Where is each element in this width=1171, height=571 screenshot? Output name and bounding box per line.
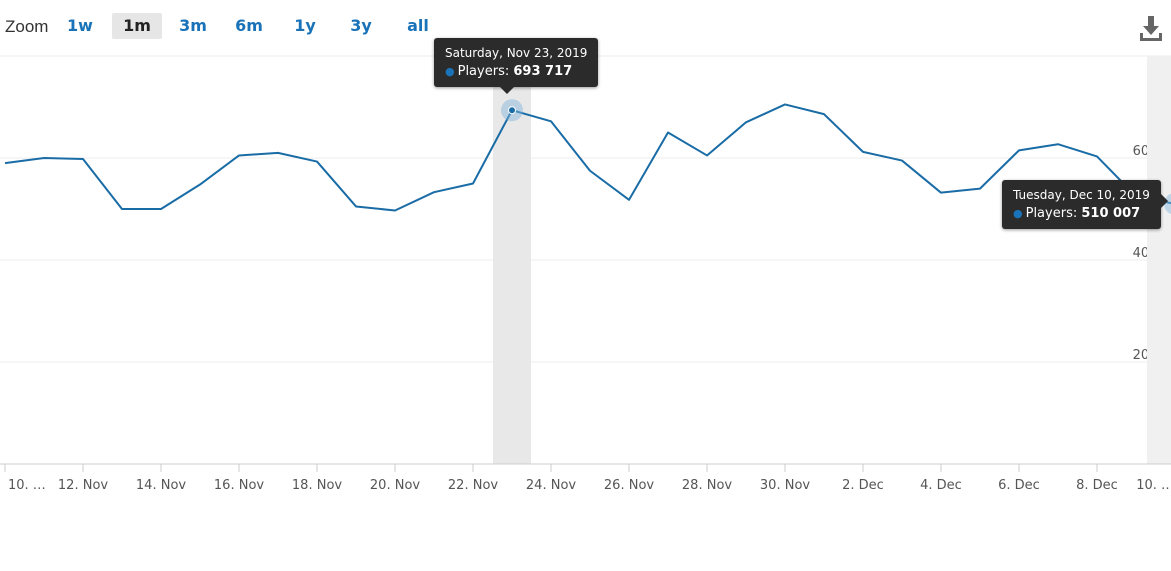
data-point <box>120 207 124 211</box>
x-tick-label: 28. Nov <box>682 478 732 493</box>
data-point <box>978 187 982 191</box>
zoom-6m-button[interactable]: 6m <box>235 16 263 35</box>
x-tick-label: 10. … <box>1136 478 1171 493</box>
x-tick-label: 8. Dec <box>1076 478 1118 493</box>
data-point <box>237 153 241 157</box>
tooltip-value: 693 717 <box>513 64 573 79</box>
data-point <box>783 102 787 106</box>
x-tick-label: 14. Nov <box>136 478 186 493</box>
series-dot-icon: ● <box>1013 207 1023 220</box>
tooltip-series-label: Players: <box>1025 206 1078 221</box>
data-point <box>393 209 397 213</box>
data-point <box>666 131 670 135</box>
x-tick-label: 20. Nov <box>370 478 420 493</box>
edge-band <box>1147 56 1171 464</box>
x-tick-label: 30. Nov <box>760 478 810 493</box>
grid-lines: 0200k400k600k <box>0 55 1171 465</box>
tooltip-dec-10: Tuesday, Dec 10, 2019 ● Players: 510 007 <box>1002 180 1168 229</box>
tooltip-pointer <box>1160 194 1168 208</box>
x-tick-label: 4. Dec <box>920 478 962 493</box>
data-point <box>1056 142 1060 146</box>
data-point <box>549 119 553 123</box>
zoom-3y-button[interactable]: 3y <box>350 16 372 35</box>
zoom-3m-button[interactable]: 3m <box>179 16 207 35</box>
data-point <box>939 191 943 195</box>
series-players <box>3 102 1171 213</box>
x-tick-label: 22. Nov <box>448 478 498 493</box>
data-point <box>159 207 163 211</box>
data-point <box>42 156 46 160</box>
data-point <box>588 169 592 173</box>
zoom-1w-button[interactable]: 1w <box>67 16 93 35</box>
data-point <box>3 161 7 165</box>
data-point <box>705 153 709 157</box>
data-point <box>1017 148 1021 152</box>
zoom-1y-button[interactable]: 1y <box>294 16 316 35</box>
data-point <box>432 190 436 194</box>
x-tick-label: 2. Dec <box>842 478 884 493</box>
x-tick-label: 6. Dec <box>998 478 1040 493</box>
tooltip-nov-23: Saturday, Nov 23, 2019 ● Players: 693 717 <box>434 38 599 94</box>
tooltip-value: 510 007 <box>1081 206 1141 221</box>
zoom-label: Zoom <box>5 17 49 36</box>
data-point <box>276 151 280 155</box>
data-point <box>744 120 748 124</box>
tooltip-pointer <box>500 87 514 94</box>
download-button[interactable] <box>1138 14 1164 42</box>
x-tick-label: 26. Nov <box>604 478 654 493</box>
data-point <box>354 204 358 208</box>
x-tick-label: 10. … <box>8 478 46 493</box>
tooltip-date: Saturday, Nov 23, 2019 <box>445 46 588 60</box>
data-point <box>627 198 631 202</box>
data-point <box>900 159 904 163</box>
data-point <box>1095 154 1099 158</box>
zoom-bar: Zoom 1w 1m 3m 6m 1y 3y all <box>0 10 460 42</box>
x-tick-label: 18. Nov <box>292 478 342 493</box>
x-tick-label: 16. Nov <box>214 478 264 493</box>
highlight-band <box>493 56 531 464</box>
highlight-band-layer <box>493 56 1171 464</box>
series-dot-icon: ● <box>445 65 455 78</box>
data-point <box>861 150 865 154</box>
data-point <box>471 182 475 186</box>
zoom-1m-button[interactable]: 1m <box>112 13 162 39</box>
tooltip-series-label: Players: <box>457 64 510 79</box>
hover-point <box>508 106 516 115</box>
zoom-all-button[interactable]: all <box>407 16 429 35</box>
data-point <box>315 160 319 164</box>
x-axis: 10. … 12. Nov 14. Nov 16. Nov 18. Nov 20. Nov… <box>0 463 1171 493</box>
download-icon <box>1140 16 1162 41</box>
data-point <box>198 183 202 187</box>
x-tick-label: 24. Nov <box>526 478 576 493</box>
data-point <box>81 157 85 161</box>
series-line-players <box>4 103 1171 212</box>
data-point <box>822 112 826 116</box>
tooltip-date: Tuesday, Dec 10, 2019 <box>1013 188 1150 202</box>
x-tick-label: 12. Nov <box>58 478 108 493</box>
